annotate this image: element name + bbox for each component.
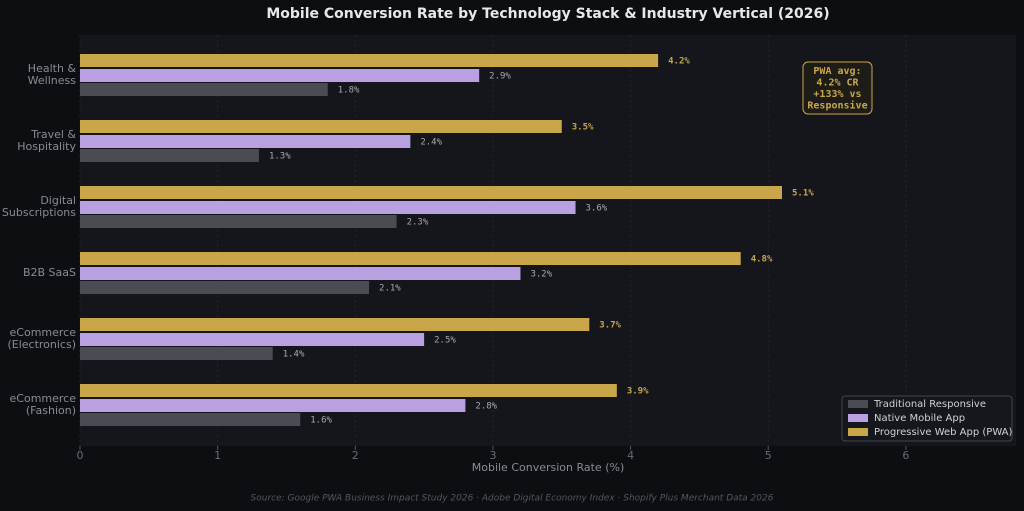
value-label: 4.2% xyxy=(668,57,690,67)
legend-swatch xyxy=(848,400,868,408)
legend-swatch xyxy=(848,428,868,436)
bar xyxy=(80,318,590,331)
value-label: 3.5% xyxy=(572,123,594,133)
x-tick-label: 5 xyxy=(765,449,772,462)
bar xyxy=(80,120,562,133)
legend: Traditional Responsive Native Mobile App P… xyxy=(841,395,1013,442)
bar xyxy=(80,186,782,199)
bar xyxy=(80,399,466,412)
bar xyxy=(80,413,301,426)
bar xyxy=(80,347,273,360)
value-label: 1.8% xyxy=(338,86,360,96)
value-label: 3.7% xyxy=(599,321,621,331)
bar xyxy=(80,69,480,82)
bar xyxy=(80,252,741,265)
y-tick-label: Digital Subscriptions xyxy=(2,194,76,219)
annotation: PWA avg: 4.2% CR +133% vs Responsive xyxy=(807,66,867,112)
bar xyxy=(80,267,521,280)
legend-label: Native Mobile App xyxy=(874,413,965,424)
bar xyxy=(80,201,576,214)
y-tick-label: Health & Wellness xyxy=(28,62,77,87)
legend-box xyxy=(841,395,1013,442)
legend-swatch xyxy=(848,414,868,422)
bar xyxy=(80,281,370,294)
annotation-box xyxy=(802,61,873,115)
bar xyxy=(80,384,617,397)
value-label: 1.6% xyxy=(310,416,332,426)
legend-label: Traditional Responsive xyxy=(873,399,986,410)
x-tick-label: 0 xyxy=(77,449,84,462)
value-label: 1.3% xyxy=(269,152,291,162)
legend-label: Progressive Web App (PWA) xyxy=(874,427,1013,438)
y-tick-label: eCommerce (Electronics) xyxy=(7,326,76,351)
x-tick-label: 1 xyxy=(214,449,221,462)
value-label: 3.9% xyxy=(627,387,649,397)
x-tick-label: 6 xyxy=(902,449,909,462)
x-axis-label: Mobile Conversion Rate (%) xyxy=(472,461,625,474)
bar xyxy=(80,149,259,162)
value-label: 2.5% xyxy=(434,336,456,346)
y-tick-label: Travel & Hospitality xyxy=(17,128,76,153)
value-label: 2.4% xyxy=(420,138,442,148)
value-label: 3.6% xyxy=(586,204,608,214)
chart-title: Mobile Conversion Rate by Technology Sta… xyxy=(266,6,829,22)
value-label: 2.1% xyxy=(379,284,401,294)
bar xyxy=(80,83,328,96)
bar xyxy=(80,54,659,67)
y-tick-label: B2B SaaS xyxy=(23,266,76,279)
value-label: 4.8% xyxy=(751,255,773,265)
bar xyxy=(80,135,411,148)
value-label: 5.1% xyxy=(792,189,814,199)
value-label: 2.8% xyxy=(475,402,497,412)
x-tick-label: 4 xyxy=(627,449,634,462)
value-label: 2.9% xyxy=(489,72,511,82)
bar xyxy=(80,215,397,228)
x-tick-label: 2 xyxy=(352,449,359,462)
source-note: Source: Google PWA Business Impact Study… xyxy=(251,494,774,504)
value-label: 2.3% xyxy=(407,218,429,228)
value-label: 1.4% xyxy=(283,350,305,360)
bar xyxy=(80,333,425,346)
x-tick-label: 3 xyxy=(489,449,496,462)
y-tick-label: eCommerce (Fashion) xyxy=(10,392,77,417)
value-label: 3.2% xyxy=(530,270,552,280)
